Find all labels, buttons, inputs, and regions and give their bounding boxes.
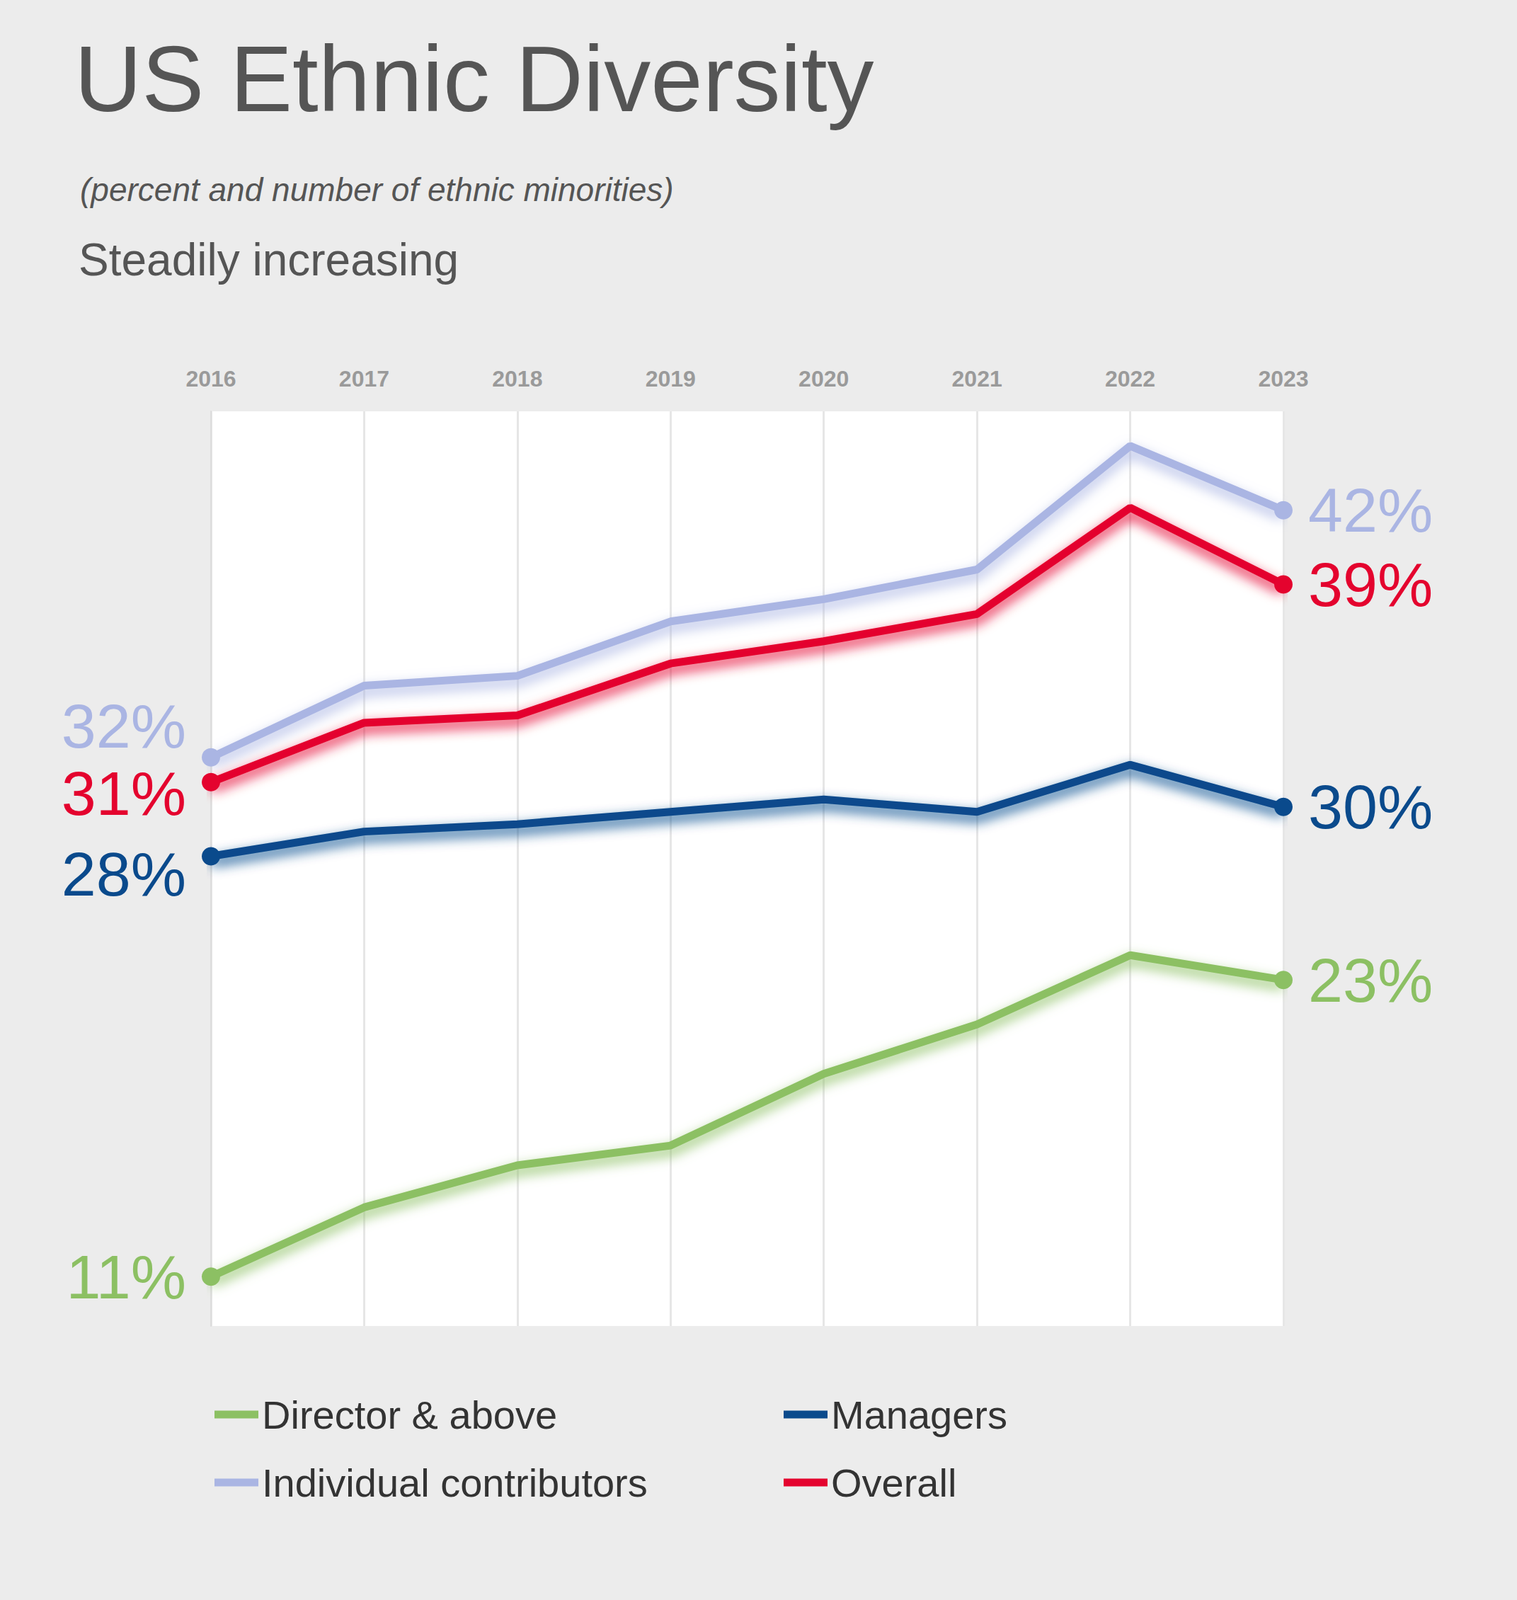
svg-text:32%: 32% (61, 690, 187, 761)
svg-text:31%: 31% (61, 758, 187, 829)
svg-text:2020: 2020 (798, 365, 849, 392)
svg-text:Individual contributors: Individual contributors (261, 1460, 648, 1505)
svg-text:30%: 30% (1308, 771, 1433, 842)
svg-text:Managers: Managers (831, 1392, 1008, 1438)
svg-text:2016: 2016 (185, 365, 236, 392)
svg-text:2017: 2017 (339, 365, 390, 392)
svg-text:Director & above: Director & above (261, 1392, 558, 1438)
svg-text:2019: 2019 (645, 365, 696, 392)
svg-text:23%: 23% (1308, 945, 1433, 1016)
svg-text:2021: 2021 (952, 365, 1003, 392)
svg-text:2022: 2022 (1105, 365, 1156, 392)
svg-text:Steadily increasing: Steadily increasing (78, 234, 459, 286)
svg-text:Overall: Overall (831, 1460, 957, 1505)
svg-text:28%: 28% (61, 838, 187, 909)
svg-text:2018: 2018 (491, 365, 543, 392)
svg-text:39%: 39% (1308, 549, 1433, 620)
svg-text:US Ethnic Diversity: US Ethnic Diversity (74, 26, 875, 131)
svg-text:2023: 2023 (1257, 365, 1309, 392)
svg-text:(percent and number of ethnic: (percent and number of ethnic minorities… (79, 171, 674, 209)
svg-text:42%: 42% (1308, 474, 1433, 546)
svg-text:11%: 11% (65, 1241, 187, 1312)
